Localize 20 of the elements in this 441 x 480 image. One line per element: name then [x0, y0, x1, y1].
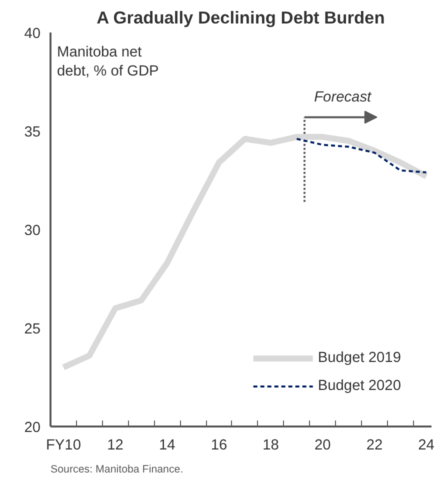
y-tick-label: 20	[24, 420, 41, 436]
x-tick-label: 20	[314, 438, 331, 454]
x-tick-label: 24	[418, 438, 434, 454]
ref-line-label: Forecast	[314, 89, 372, 106]
y-tick-label: 40	[24, 26, 41, 42]
x-tick-label: 16	[210, 438, 228, 454]
chart-title: A Gradually Declining Debt Burden	[96, 8, 385, 28]
y-tick-label: 30	[24, 223, 41, 239]
legend-label: Budget 2019	[318, 350, 401, 366]
source-note: Sources: Manitoba Finance.	[50, 464, 184, 476]
y-tick-label: 25	[24, 322, 41, 338]
x-tick-label: FY10	[46, 438, 81, 454]
y-tick-label: 35	[24, 124, 41, 140]
line-series	[296, 138, 428, 174]
x-tick-label: 18	[262, 438, 279, 454]
x-tick-label: 14	[158, 438, 176, 454]
x-tick-label: 22	[366, 438, 383, 454]
x-tick-label: 12	[107, 438, 124, 454]
y-axis-title: Manitoba net debt, % of GDP	[56, 44, 159, 80]
legend-label: Budget 2020	[318, 378, 401, 394]
